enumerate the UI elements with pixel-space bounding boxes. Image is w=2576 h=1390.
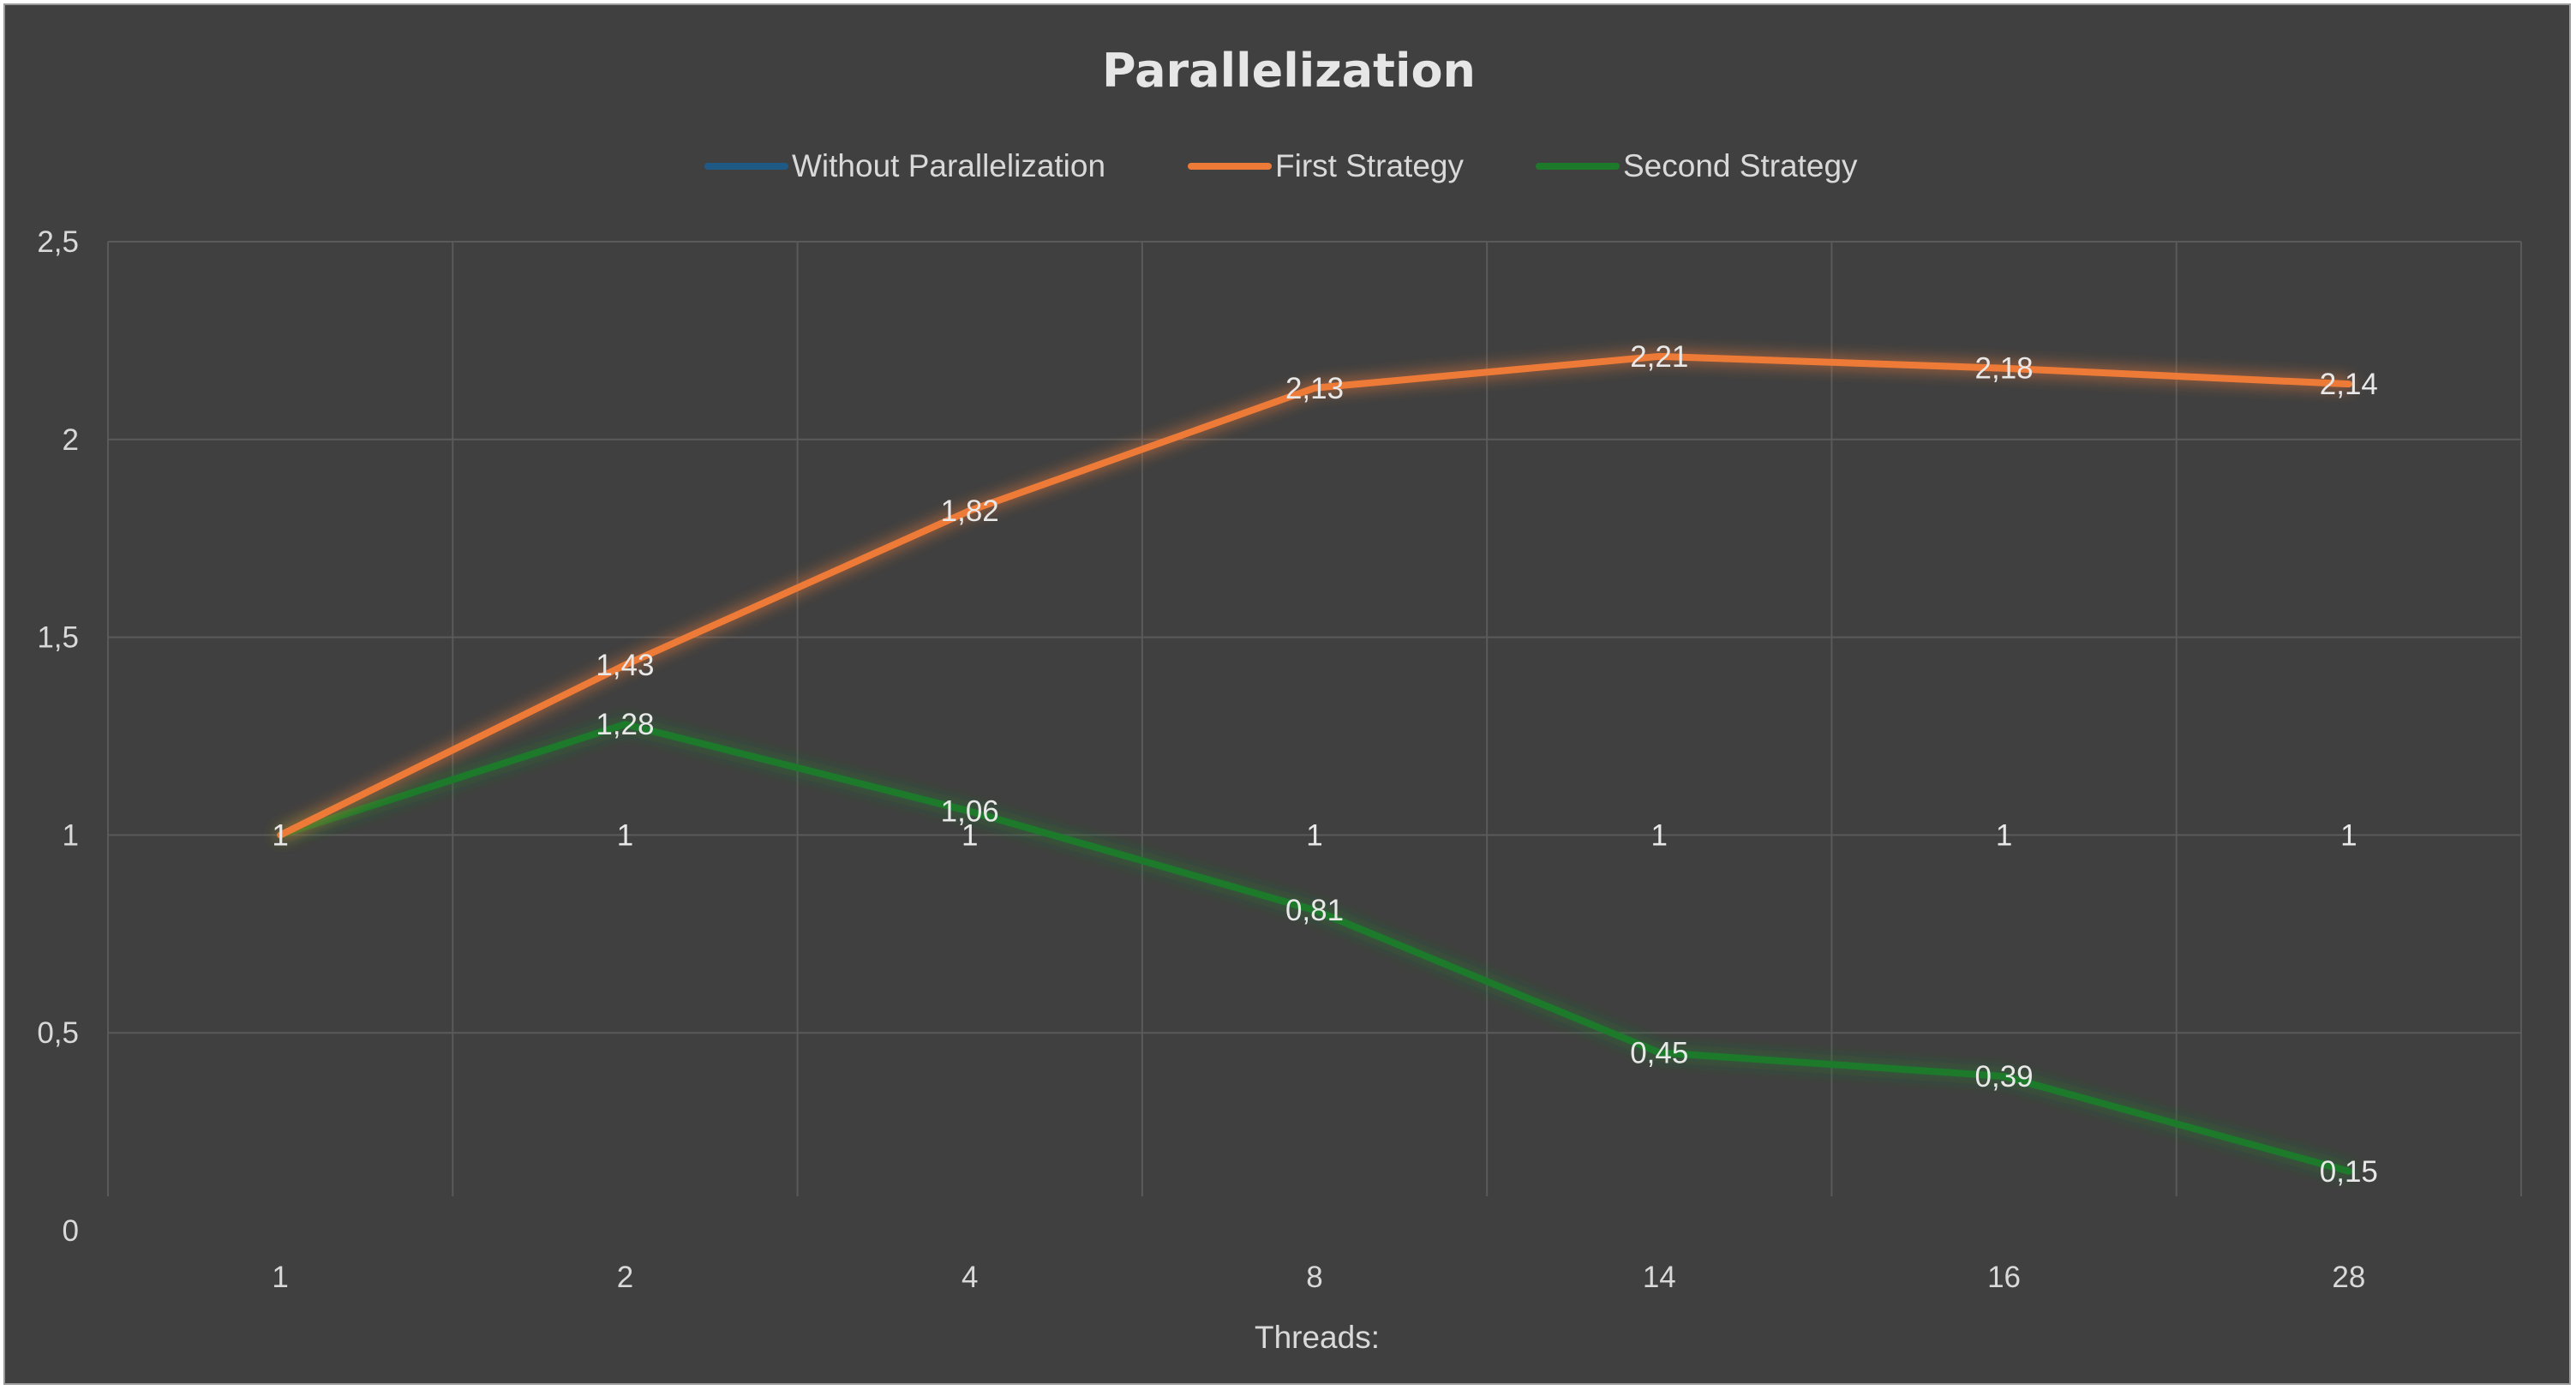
x-tick-label: 28 <box>2332 1261 2365 1294</box>
data-label-without-parallelization: 1 <box>617 818 633 852</box>
data-label-second-strategy: 0,81 <box>1285 894 1344 927</box>
y-axis: 0 0,5 1 1,5 2 2,5 <box>37 225 79 1248</box>
data-label-without-parallelization: 1 <box>1651 818 1668 852</box>
data-label-without-parallelization: 1 <box>1996 818 2012 852</box>
x-tick-label: 4 <box>962 1261 978 1294</box>
chart-title: Parallelization <box>1102 44 1476 98</box>
data-label-first-strategy: 2,14 <box>2320 368 2378 401</box>
line-chart: Parallelization Without Parallelization F… <box>37 44 2522 1355</box>
series-line-second-strategy <box>277 721 2352 1175</box>
data-label-first-strategy: 1,43 <box>596 649 654 682</box>
data-label-second-strategy: 0,45 <box>1630 1036 1688 1069</box>
x-tick-label: 1 <box>272 1261 288 1294</box>
data-label-first-strategy: 2,13 <box>1285 372 1344 405</box>
data-label-second-strategy: 1,06 <box>941 795 999 829</box>
x-tick-label: 14 <box>1643 1261 1676 1294</box>
series-line-first-strategy <box>277 352 2352 839</box>
data-label-without-parallelization: 1 <box>2340 818 2357 852</box>
data-labels: 1 1 1 1 1 1 1 1,28 1,06 0,81 0,45 0,39 0,15 1,43 1,82 2… <box>272 340 2378 1189</box>
y-tick-label: 1,5 <box>37 621 79 655</box>
y-tick-label: 0 <box>63 1214 79 1248</box>
data-label-without-parallelization: 1 <box>962 818 978 852</box>
x-tick-label: 8 <box>1306 1261 1322 1294</box>
y-tick-label: 2 <box>63 423 79 457</box>
data-label-first-strategy: 2,18 <box>1975 352 2034 386</box>
legend-entry-second-strategy: Second Strategy <box>1623 148 1858 183</box>
legend: Without Parallelization First Strategy Sec… <box>704 148 1858 183</box>
x-tick-label: 16 <box>1987 1261 2021 1294</box>
data-label-first-strategy: 2,21 <box>1630 340 1688 374</box>
series-lines <box>277 352 2352 1175</box>
x-tick-label: 2 <box>617 1261 633 1294</box>
data-label-without-parallelization: 1 <box>1306 818 1322 852</box>
legend-entry-without-parallelization: Without Parallelization <box>792 148 1105 183</box>
legend-entry-first-strategy: First Strategy <box>1275 148 1464 183</box>
x-axis: 1 2 4 8 14 16 28 <box>272 1261 2365 1294</box>
x-axis-title: Threads: <box>1255 1320 1380 1355</box>
chart-area: Parallelization Without Parallelization F… <box>3 3 2571 1385</box>
data-label-without-parallelization: 1 <box>272 818 288 852</box>
data-label-second-strategy: 1,28 <box>596 708 654 741</box>
data-label-second-strategy: 0,39 <box>1975 1060 2034 1093</box>
data-label-first-strategy: 1,82 <box>941 494 999 528</box>
y-tick-label: 0,5 <box>37 1016 79 1050</box>
y-tick-label: 1 <box>63 818 79 852</box>
data-label-second-strategy: 0,15 <box>2320 1155 2378 1189</box>
y-tick-label: 2,5 <box>37 225 79 259</box>
